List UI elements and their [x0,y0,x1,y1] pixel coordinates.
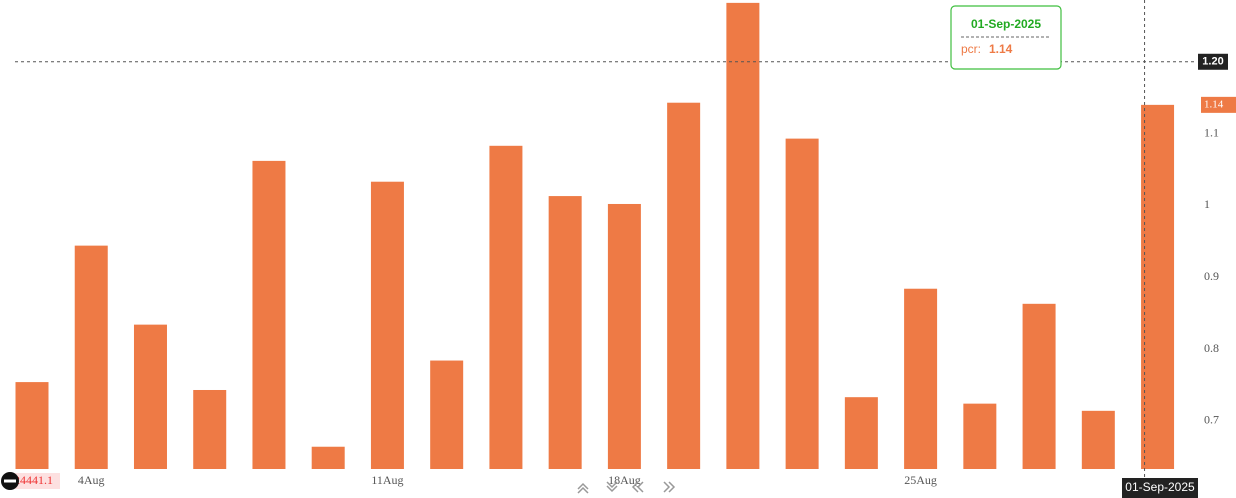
bar [904,288,938,469]
bar [15,382,49,469]
last-value-badge [1201,96,1236,113]
bar [607,203,641,469]
bar [489,145,523,470]
last-value-label: 1.14 [1204,98,1224,110]
y-tick-label: 0.7 [1204,413,1219,427]
bar [726,2,760,469]
bar [785,138,819,469]
x-tick-label: 11Aug [371,473,403,487]
bar [74,245,108,469]
crosshair-y-label: 1.20 [1202,56,1223,68]
y-tick-label: 0.8 [1204,341,1219,355]
bar [1022,303,1056,469]
x-tick-label: 25Aug [904,473,937,487]
bar [370,181,404,469]
scroll-up[interactable] [577,482,589,494]
nav-buttons[interactable] [577,481,676,494]
crosshair-y-badge [1198,53,1228,70]
bar [667,102,701,470]
bar [133,324,167,469]
y-tick-label: 1.1 [1204,125,1219,139]
y-tick-label: 1 [1204,197,1210,211]
bar [252,160,286,469]
bar [193,389,227,469]
bar [963,403,997,469]
tooltip-date: 01-Sep-2025 [971,17,1041,31]
side-label: 24441.1 [14,473,53,487]
tooltip-value: 1.14 [989,42,1013,56]
x-tick-label: 4Aug [78,473,105,487]
bar [548,196,582,469]
tooltip-label: pcr: [961,42,981,56]
crosshair-x-label: 01-Sep-2025 [1125,480,1195,494]
y-tick-label: 0.9 [1204,269,1219,283]
collapse-icon [4,479,16,483]
crosshair-x-badge [1122,478,1198,498]
bar [311,446,345,469]
bar [1081,410,1115,469]
side-badge [8,473,60,489]
bar [844,397,878,469]
scroll-right[interactable] [663,481,676,493]
bar [430,360,464,469]
bar [1141,104,1175,469]
scroll-down[interactable] [606,481,618,493]
scroll-left[interactable] [631,481,644,493]
